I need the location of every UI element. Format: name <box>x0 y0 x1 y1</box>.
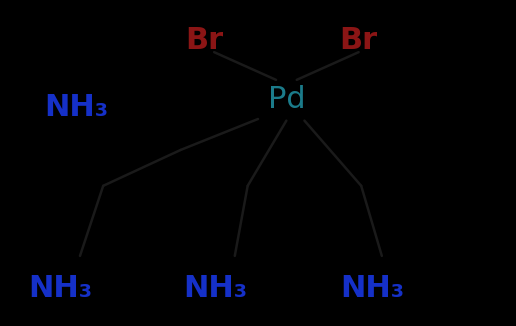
Text: Pd: Pd <box>268 85 305 114</box>
Text: NH₃: NH₃ <box>341 274 405 303</box>
Text: NH₃: NH₃ <box>28 274 92 303</box>
Text: NH₃: NH₃ <box>44 93 108 122</box>
Text: Br: Br <box>340 26 378 55</box>
Text: Br: Br <box>185 26 223 55</box>
Text: NH₃: NH₃ <box>183 274 247 303</box>
